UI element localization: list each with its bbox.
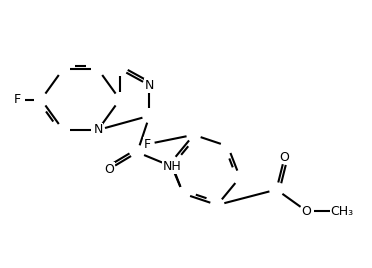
Text: N: N — [93, 124, 103, 136]
Text: NH: NH — [163, 160, 181, 173]
Text: F: F — [144, 138, 151, 151]
Text: O: O — [104, 163, 114, 176]
Text: O: O — [280, 151, 289, 164]
Text: CH₃: CH₃ — [331, 204, 354, 218]
Text: O: O — [302, 204, 311, 218]
Text: N: N — [145, 79, 154, 92]
Text: F: F — [14, 93, 21, 106]
